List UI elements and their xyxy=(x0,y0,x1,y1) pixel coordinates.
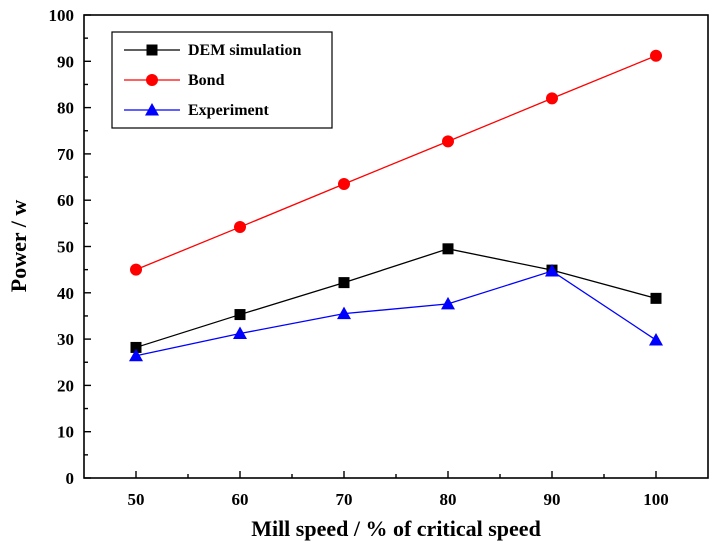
data-point xyxy=(441,296,455,310)
data-point xyxy=(442,135,454,148)
y-tick-label: 70 xyxy=(57,145,74,164)
y-axis-title: Power / w xyxy=(6,200,31,293)
data-point xyxy=(545,264,559,277)
data-point xyxy=(546,92,558,105)
data-point xyxy=(337,306,351,320)
legend-marker xyxy=(146,74,158,86)
data-point xyxy=(130,263,142,276)
series-line xyxy=(135,55,657,271)
x-tick-label: 60 xyxy=(232,490,249,509)
y-tick-label: 100 xyxy=(49,6,75,25)
legend-entry: Experiment xyxy=(124,102,270,119)
y-tick-label: 60 xyxy=(57,191,74,210)
data-point xyxy=(650,49,662,62)
series-line xyxy=(135,248,657,349)
data-point xyxy=(338,177,350,190)
legend-marker xyxy=(146,44,158,56)
data-point xyxy=(233,326,247,340)
axis-ticks: 50 60 70 80 90 100 0 10 20 30 40 50 60 70 80 90 100 xyxy=(49,6,669,509)
data-point xyxy=(649,333,663,346)
y-tick-label: 10 xyxy=(57,423,74,442)
x-tick-label: 80 xyxy=(440,490,457,509)
x-tick-label: 100 xyxy=(643,490,669,509)
x-tick-label: 50 xyxy=(128,490,145,509)
data-point xyxy=(129,348,143,362)
legend-label: Bond xyxy=(188,72,225,89)
y-tick-label: 90 xyxy=(57,52,74,71)
series-line xyxy=(135,270,657,357)
data-point xyxy=(442,243,454,255)
legend-entry: Bond xyxy=(124,72,225,89)
y-tick-label: 50 xyxy=(57,238,74,257)
y-tick-label: 30 xyxy=(57,330,74,349)
series-experiment xyxy=(129,264,663,362)
x-tick-label: 70 xyxy=(336,490,353,509)
x-tick-label: 90 xyxy=(544,490,561,509)
data-point xyxy=(130,341,142,353)
data-point xyxy=(338,277,350,289)
y-tick-label: 20 xyxy=(57,376,74,395)
data-point xyxy=(234,221,246,234)
series-bond xyxy=(130,49,662,276)
legend-label: DEM simulation xyxy=(188,42,301,59)
legend-entry: DEM simulation xyxy=(124,42,301,59)
series-layer xyxy=(129,49,663,362)
data-point xyxy=(650,292,662,304)
legend: DEM simulation Bond Experiment xyxy=(111,31,333,129)
series-dem-simulation xyxy=(130,243,662,353)
y-tick-label: 0 xyxy=(66,469,75,488)
y-tick-label: 40 xyxy=(57,284,74,303)
y-tick-label: 80 xyxy=(57,99,74,118)
x-axis-title: Mill speed / % of critical speed xyxy=(251,516,541,541)
legend-marker xyxy=(145,103,159,116)
legend-label: Experiment xyxy=(188,102,270,119)
data-point xyxy=(234,309,246,321)
